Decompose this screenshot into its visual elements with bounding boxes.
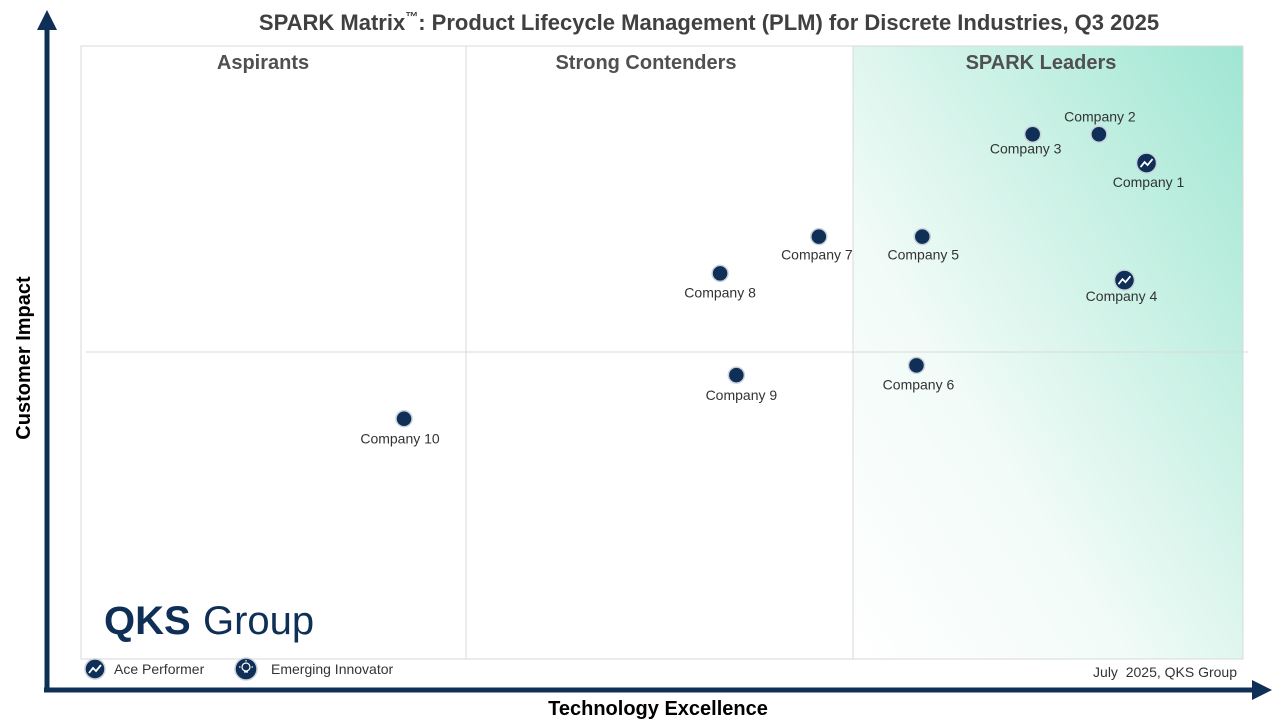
point-label: Company 3 xyxy=(990,140,1062,156)
point-label: Company 10 xyxy=(360,431,440,447)
point-company-7: Company 7 xyxy=(781,227,853,263)
point-company-3: Company 3 xyxy=(990,125,1062,156)
point-marker xyxy=(711,264,729,283)
legend-emerging-marker xyxy=(234,657,258,681)
point-label: Company 2 xyxy=(1064,108,1136,124)
x-axis-label: Technology Excellence xyxy=(548,698,768,720)
point-company-4: Company 4 xyxy=(1086,269,1158,304)
chart-title: SPARK Matrix™: Product Lifecycle Managem… xyxy=(259,9,1159,35)
point-marker xyxy=(913,227,932,246)
legend: Ace Performer Emerging Innovator xyxy=(84,657,394,681)
point-label: Company 9 xyxy=(706,387,778,403)
segment-label-aspirants: Aspirants xyxy=(217,52,309,74)
point-company-5: Company 5 xyxy=(887,227,959,263)
point-marker xyxy=(1090,125,1108,144)
legend-ace-marker xyxy=(84,658,106,680)
trend-up-icon xyxy=(1139,158,1154,168)
segment-label-spark-leaders: SPARK Leaders xyxy=(966,52,1117,74)
lightbulb-icon xyxy=(239,660,253,673)
point-label: Company 5 xyxy=(887,247,959,263)
point-label: Company 7 xyxy=(781,247,853,263)
point-label: Company 1 xyxy=(1113,174,1185,190)
point-company-6: Company 6 xyxy=(883,356,955,392)
point-company-1: Company 1 xyxy=(1113,152,1185,190)
point-label: Company 4 xyxy=(1086,288,1158,304)
legend-ace-label: Ace Performer xyxy=(114,661,205,677)
point-company-10: Company 10 xyxy=(360,409,440,447)
y-axis-label: Customer Impact xyxy=(13,276,35,440)
svg-text:Group: Group xyxy=(203,599,314,643)
point-marker xyxy=(1023,125,1042,144)
point-label: Company 8 xyxy=(684,284,756,300)
point-marker xyxy=(395,409,413,428)
footnote: July 2025, QKS Group xyxy=(1093,664,1237,680)
point-company-2: Company 2 xyxy=(1064,108,1136,144)
legend-emerging-label: Emerging Innovator xyxy=(271,661,394,677)
trend-up-icon xyxy=(1117,275,1132,285)
svg-text:QKS: QKS xyxy=(104,599,191,643)
trend-up-icon xyxy=(88,664,102,674)
point-marker xyxy=(727,366,746,384)
qks-group-logo: QKS Group xyxy=(104,599,314,643)
point-company-9: Company 9 xyxy=(706,366,778,403)
segment-label-strong-contenders: Strong Contenders xyxy=(555,52,736,74)
point-company-8: Company 8 xyxy=(684,264,756,300)
point-marker xyxy=(907,356,926,375)
point-marker xyxy=(810,227,828,246)
point-label: Company 6 xyxy=(883,376,955,392)
